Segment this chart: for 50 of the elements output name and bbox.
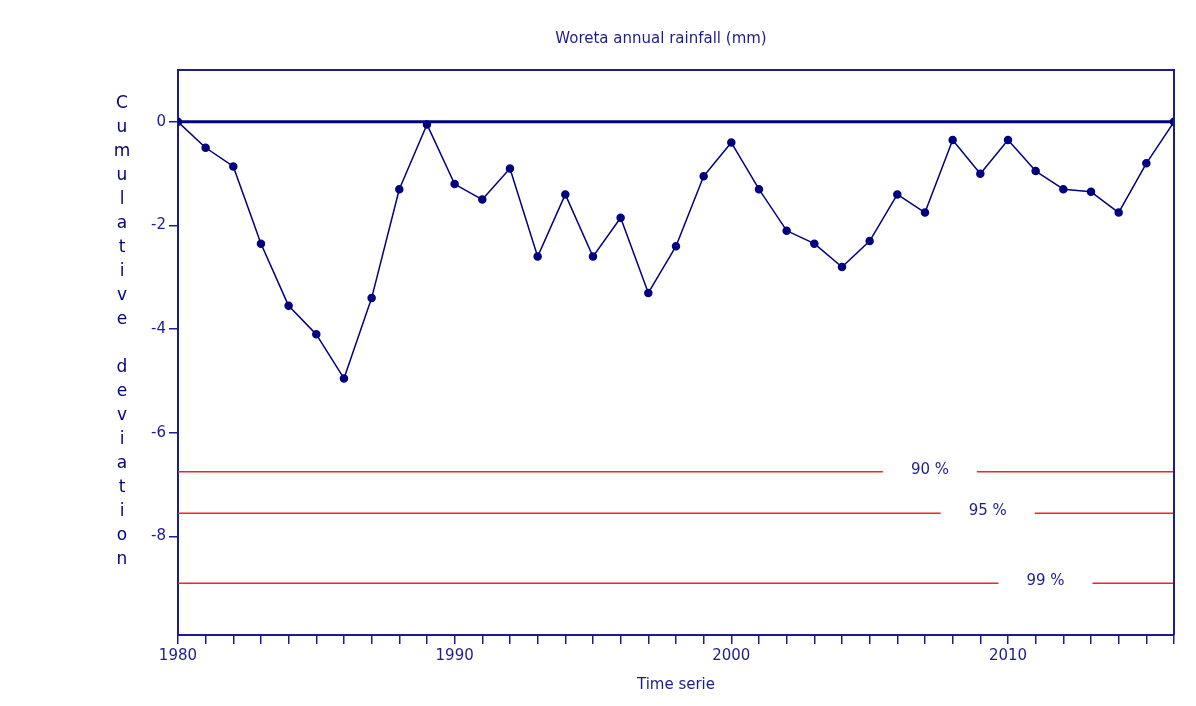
point xyxy=(1031,166,1040,176)
point xyxy=(588,252,598,261)
point xyxy=(229,162,238,171)
point xyxy=(312,330,321,339)
x-tick-label: 1980 xyxy=(158,645,198,664)
point xyxy=(754,184,764,194)
point xyxy=(1086,187,1096,197)
annotation: 90 % xyxy=(910,459,950,478)
point xyxy=(1059,184,1068,194)
point xyxy=(505,164,515,173)
x-tick-label: 1990 xyxy=(435,645,474,664)
annotation: 95 % xyxy=(968,501,1007,520)
point xyxy=(201,143,210,152)
point xyxy=(1142,159,1151,168)
y-tick-label: 0 xyxy=(156,111,166,130)
point xyxy=(284,301,293,311)
y-tick-label: -2 xyxy=(150,215,166,234)
y-tick-label: -8 xyxy=(150,526,166,545)
point xyxy=(339,374,349,383)
x-axis-title: Time serie xyxy=(635,674,716,693)
point xyxy=(699,172,708,181)
annotation: 99 % xyxy=(1026,571,1065,590)
point xyxy=(367,293,376,303)
point xyxy=(478,195,487,204)
x-tick-label: 2010 xyxy=(988,645,1028,664)
point xyxy=(865,236,874,246)
point xyxy=(837,262,847,272)
point xyxy=(644,288,653,298)
point xyxy=(893,190,902,199)
point xyxy=(727,138,736,147)
y-tick-label: -6 xyxy=(150,422,166,441)
point xyxy=(616,213,625,222)
y-tick-label: -4 xyxy=(150,319,166,338)
point xyxy=(256,239,266,248)
point xyxy=(810,239,819,248)
point xyxy=(1003,135,1013,145)
y-axis-title: Cumulative deviation xyxy=(112,92,132,572)
point xyxy=(533,252,542,261)
point xyxy=(1114,208,1123,217)
point xyxy=(561,190,570,199)
point xyxy=(395,184,404,194)
x-tick-label: 2000 xyxy=(712,645,751,664)
point xyxy=(920,208,930,217)
point xyxy=(671,241,681,251)
point xyxy=(450,179,459,189)
point xyxy=(782,226,791,235)
chart-title: Woreta annual rainfall (mm) xyxy=(555,28,767,47)
point xyxy=(422,120,432,129)
point xyxy=(976,169,985,178)
point xyxy=(948,135,957,145)
